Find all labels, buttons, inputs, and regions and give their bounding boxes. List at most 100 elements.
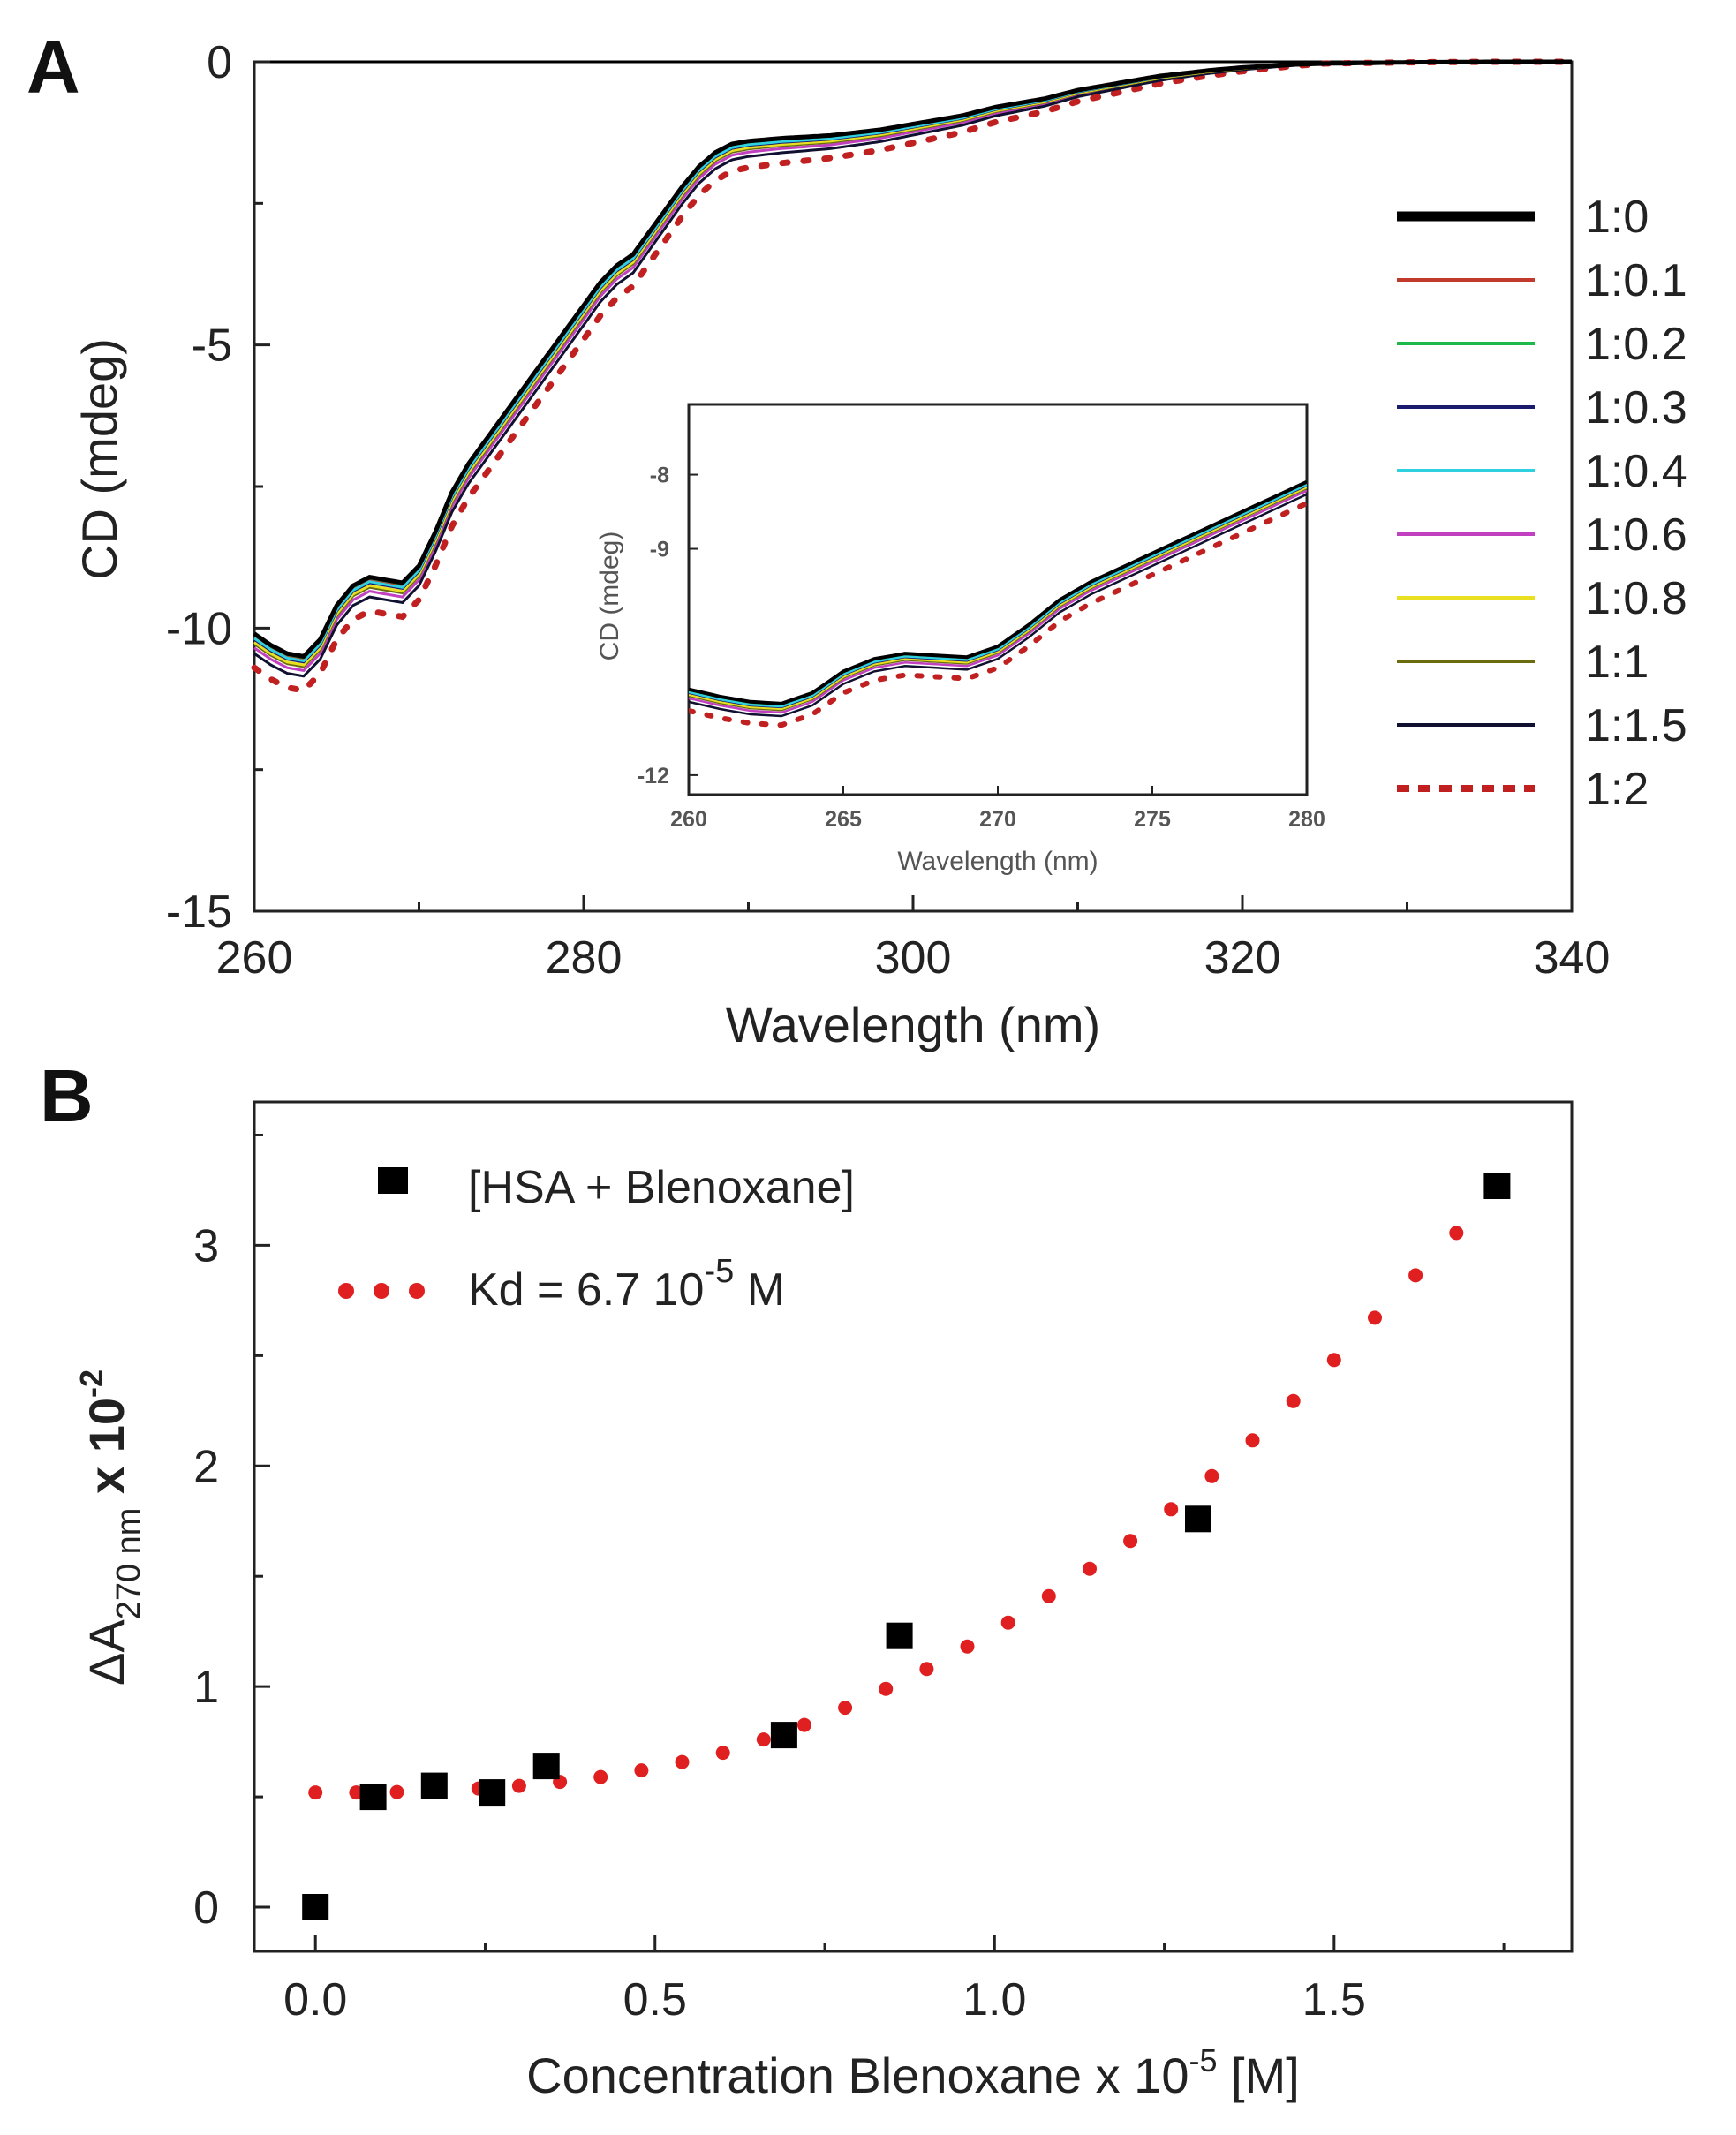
panel-b-fit-dot (919, 1662, 934, 1677)
panel-b-y-tick-label: 2 (193, 1441, 219, 1492)
panel-b-fit-dot (1368, 1310, 1382, 1325)
panel-a-legend-label: 1:0 (1585, 192, 1649, 243)
panel-b-legend-label-fit: Kd = 6.7 10-5 M (468, 1253, 785, 1316)
panel-b-fit-dot (511, 1778, 526, 1793)
panel-b-fit-dot (349, 1785, 364, 1800)
panel-a-y-tick-label: -5 (192, 321, 232, 372)
inset-series-line (689, 479, 1307, 705)
panel-a-y-tick-label: -15 (166, 886, 232, 938)
inset-x-tick-label: 260 (670, 807, 707, 832)
panel-a-x-tick-label: 280 (546, 932, 623, 984)
panel-b-plot-frame (253, 1100, 1574, 1953)
panel-a-legend-label: 1:0.6 (1585, 509, 1687, 561)
panel-b-x-tick-label: 0.0 (283, 1974, 347, 2026)
panel-b-y-tick-label: 3 (193, 1220, 219, 1271)
panel-a-inset: 260 265 270 275 280 -8-9-12 Wavelength (nm) … (595, 403, 1325, 876)
inset-y-tick-label: -12 (638, 764, 669, 788)
panel-b-fit-dot (1286, 1393, 1301, 1408)
panel-a-curves (251, 58, 1575, 694)
panel-b-data-point (479, 1779, 506, 1807)
panel-b-fit-dot (389, 1784, 404, 1799)
panel-b-fit-dot (756, 1732, 771, 1747)
inset-x-axis-title: Wavelength (nm) (897, 847, 1098, 876)
panel-b-fit-dot (879, 1681, 894, 1696)
inset-x-tick-label: 270 (979, 807, 1016, 832)
panel-b-fit-dot (593, 1769, 608, 1784)
panel-b-data-point (1483, 1173, 1511, 1199)
panel-b-legend-fit-unit: M (734, 1264, 785, 1316)
panel-b-data-point (302, 1894, 329, 1920)
panel-a-x-tick-label: 260 (216, 932, 293, 984)
panel-a-chart: 260 280 300 320 340 0 -5 -10 -15 Wavelength (nm… (72, 37, 1687, 1052)
panel-b-legend-marker-fit (338, 1283, 425, 1299)
panel-a-y-tick-label: -10 (166, 603, 232, 654)
panel-label-a: A (26, 26, 80, 109)
panel-b-data-point (770, 1722, 797, 1749)
panel-b-x-tick-label: 1.0 (962, 1974, 1026, 2026)
inset-x-tick-label: 280 (1288, 807, 1325, 832)
panel-b-data-points (302, 1173, 1511, 1920)
panel-b-fit-dot (960, 1639, 975, 1654)
panel-b-x-tick-label: 1.5 (1302, 1974, 1366, 2026)
inset-curves (689, 479, 1307, 728)
panel-b-y-title-main: ΔA (79, 1619, 134, 1686)
panel-a-y-axis: 0 -5 -10 -15 (166, 37, 270, 938)
panel-a-legend: 1:0 1:0.1 1:0.2 1:0.3 1:0.4 1:0.6 1:0.8 1:1 1:1.… (1397, 192, 1687, 815)
panel-b-y-title-exp: -2 (73, 1369, 109, 1398)
panel-a-legend-label: 1:0.4 (1585, 446, 1687, 497)
panel-a-x-tick-label: 340 (1534, 932, 1611, 984)
inset-series-line (689, 486, 1307, 711)
panel-a-legend-label: 1:1.5 (1585, 700, 1687, 751)
panel-b-legend-label-data: [HSA + Blenoxane] (468, 1162, 855, 1213)
inset-x-axis: 260 265 270 275 280 (670, 786, 1325, 832)
panel-b-fit-dot (1326, 1353, 1341, 1368)
panel-b-legend-marker-data (378, 1167, 408, 1194)
panel-b-legend-dot (338, 1283, 354, 1299)
panel-b-legend-dot (409, 1283, 425, 1299)
panel-b-x-title-unit: [M] (1217, 2048, 1299, 2103)
panel-a-legend-label: 1:1 (1585, 637, 1649, 688)
panel-b-y-title-sub: 270 nm (110, 1508, 147, 1620)
panel-a-series-line (253, 59, 1572, 660)
panel-b-x-axis: 0.0 0.5 1.0 1.5 (283, 1935, 1506, 2026)
panel-b-fit-dot (1449, 1226, 1464, 1241)
panel-b-y-tick-label: 0 (193, 1882, 219, 1934)
panel-b-fit-dot (1204, 1468, 1219, 1483)
panel-a-legend-label: 1:2 (1585, 764, 1649, 815)
panel-b-fit-dot (1245, 1433, 1260, 1448)
inset-series-line (689, 483, 1307, 708)
panel-b-legend-fit-exp: -5 (704, 1253, 734, 1290)
panel-b-y-title-times: x 10 (79, 1398, 134, 1508)
panel-a-legend-label: 1:0.3 (1585, 382, 1687, 434)
panel-b-y-tick-label: 1 (193, 1662, 219, 1713)
panel-b-x-title-exp: -5 (1189, 2042, 1217, 2078)
panel-b-fit-dot (308, 1785, 323, 1800)
panel-a-legend-label: 1:0.2 (1585, 319, 1687, 370)
panel-b-x-tick-label: 0.5 (623, 1974, 687, 2026)
panel-b-fit-dot (1000, 1615, 1015, 1630)
panel-b-data-point (886, 1622, 913, 1649)
panel-a-x-axis: 260 280 300 320 340 (216, 895, 1611, 984)
inset-y-axis: -8 -9 -12 (638, 464, 698, 788)
panel-b-x-axis-title: Concentration Blenoxane x 10-5 [M] (526, 2042, 1300, 2103)
panel-b-fit-dot (1083, 1561, 1097, 1576)
panel-b-y-axis-title: ΔA270 nm x 10-2 (73, 1369, 147, 1686)
panel-b-chart: 0.0 0.5 1.0 1.5 0 1 2 3 Concentration Blenoxan… (73, 1100, 1574, 2103)
inset-x-tick-label: 265 (825, 807, 862, 832)
panel-b-fit-dot (1164, 1502, 1179, 1517)
panel-label-b: B (40, 1054, 94, 1137)
panel-b-legend-dot (374, 1283, 389, 1299)
panel-b-fit-dot (634, 1763, 649, 1778)
panel-b-y-axis: 0 1 2 3 (193, 1133, 270, 1934)
panel-a-legend-label: 1:0.8 (1585, 573, 1687, 624)
panel-b-legend-fit-main: Kd = 6.7 10 (468, 1264, 704, 1316)
panel-a-x-tick-label: 320 (1204, 932, 1281, 984)
inset-frame (687, 403, 1309, 796)
panel-b-fit-dot (675, 1754, 690, 1769)
inset-series-line (689, 489, 1307, 714)
panel-a-y-axis-title: CD (mdeg) (72, 338, 127, 580)
panel-b-x-title-main: Concentration Blenoxane x 10 (526, 2048, 1189, 2103)
panel-a-legend-label: 1:0.1 (1585, 255, 1687, 306)
panel-b-fit-dot (715, 1746, 730, 1761)
